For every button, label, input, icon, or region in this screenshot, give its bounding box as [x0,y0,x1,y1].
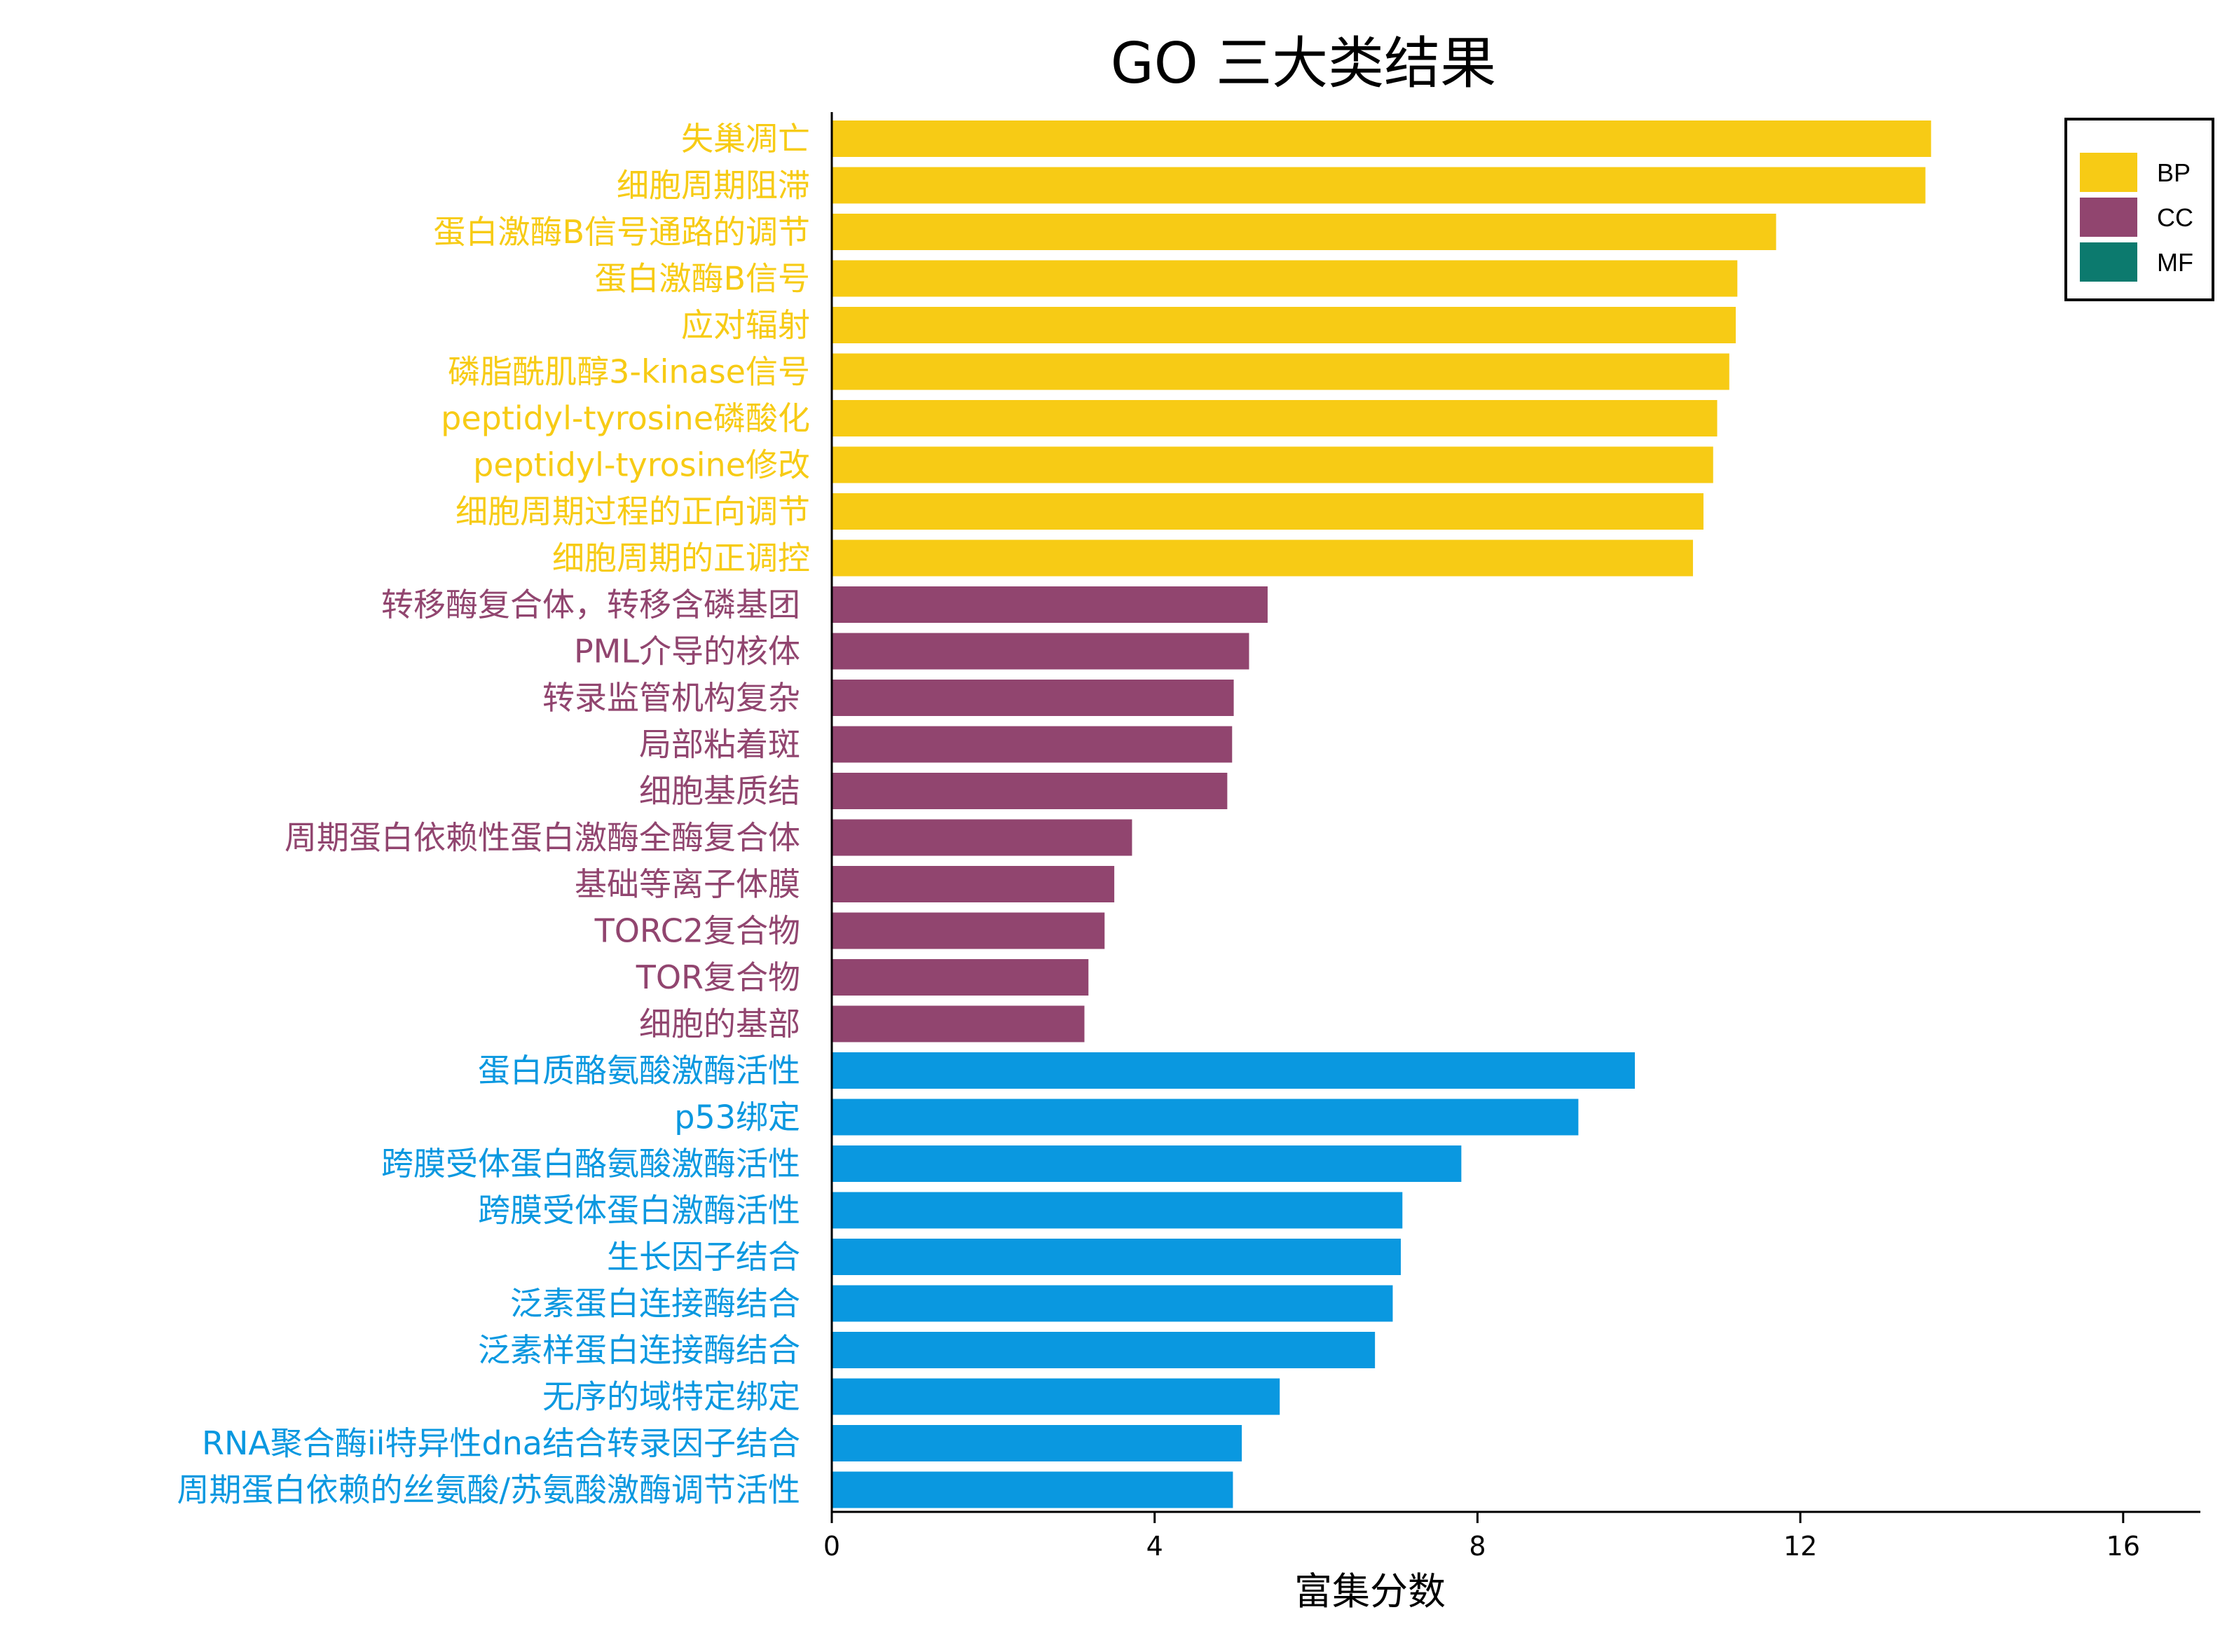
bar-mf [832,1425,1242,1461]
bar-bp [832,353,1729,390]
bar-bp [832,493,1704,530]
category-label: peptidyl-tyrosine修改 [473,446,810,484]
category-label: 周期蛋白依赖性蛋白激酶全酶复合体 [285,819,800,857]
bar-mf [832,1052,1636,1089]
category-label: peptidyl-tyrosine磷酸化 [441,399,810,437]
bar-cc [832,633,1249,670]
category-label: RNA聚合酶ii特异性dna结合转录因子结合 [202,1424,800,1462]
category-label: 局部粘着斑 [639,726,800,764]
bar-cc [832,586,1268,623]
x-tick-label: 8 [1469,1531,1486,1562]
bar-bp [832,307,1736,343]
bar-mf [832,1332,1376,1368]
category-label: 蛋白激酶B信号 [594,260,810,298]
bar-mf [832,1099,1579,1136]
bar-bp [832,400,1718,436]
bar-cc [832,819,1132,856]
bar-bp [832,167,1926,204]
bar-mf [832,1285,1393,1322]
legend: BP CC MF [2064,118,2214,301]
category-label: 应对辐射 [681,306,810,344]
bar-bp [832,121,1931,157]
bar-mf [832,1239,1401,1275]
category-label: p53绑定 [674,1099,800,1136]
bar-cc [832,773,1228,809]
category-label: 无序的域特定绑定 [542,1378,800,1416]
category-label: 细胞基质结 [639,772,800,810]
category-label: 细胞的基部 [639,1005,800,1043]
bar-bp [832,539,1693,577]
x-tick-label: 4 [1146,1531,1163,1562]
category-label: 蛋白激酶B信号通路的调节 [433,213,810,251]
category-label: 细胞周期过程的正向调节 [455,493,810,530]
category-label: TORC2复合物 [594,912,800,950]
category-label: 跨膜受体蛋白激酶活性 [478,1192,800,1230]
x-tick-label: 0 [823,1531,840,1562]
bar-mf [832,1378,1280,1415]
chart-title: GO 三大类结果 [1111,31,1496,96]
category-label: 磷脂酰肌醇3-kinase信号 [448,353,810,391]
bar-mf [832,1145,1462,1182]
category-label: 细胞周期阻滞 [617,167,810,205]
bar-mf [832,1471,1233,1508]
bar-bp [832,214,1776,250]
category-label: 泛素样蛋白连接酶结合 [478,1331,800,1369]
bar-cc [832,912,1105,949]
legend-label-mf: MF [2157,248,2193,277]
bar-cc [832,1005,1085,1042]
category-labels: 失巢凋亡细胞周期阻滞蛋白激酶B信号通路的调节蛋白激酶B信号应对辐射磷脂酰肌醇3-… [177,120,811,1509]
bar-mf [832,1192,1403,1229]
x-tick-label: 12 [1783,1531,1817,1562]
legend-swatch-bp [2080,153,2137,192]
bar-bp [832,446,1713,483]
bar-cc [832,866,1115,902]
x-tick-label: 16 [2106,1531,2140,1562]
bars-layer [832,121,1931,1508]
legend-label-bp: BP [2157,158,2191,187]
x-axis-title: 富集分数 [1294,1569,1446,1613]
category-label: 转移酶复合体，转移含磷基团 [381,586,800,624]
category-label: 转录监管机构复杂 [542,679,800,717]
bar-cc [832,959,1089,996]
category-label: 周期蛋白依赖的丝氨酸/苏氨酸激酶调节活性 [177,1471,801,1509]
legend-swatch-cc [2080,198,2137,237]
category-label: 蛋白质酪氨酸激酶活性 [478,1052,800,1089]
category-label: PML介导的核体 [574,633,800,670]
category-label: 基础等离子体膜 [575,865,800,903]
x-axis: 0 4 8 12 16 [823,112,2200,1562]
bar-cc [832,726,1233,763]
category-label: TOR复合物 [636,958,800,996]
legend-swatch-mf [2080,242,2137,282]
bar-bp [832,260,1738,297]
legend-label-cc: CC [2157,203,2193,232]
category-label: 泛素蛋白连接酶结合 [510,1285,800,1323]
bar-cc [832,680,1234,716]
category-label: 跨膜受体蛋白酪氨酸激酶活性 [381,1145,800,1183]
category-label: 生长因子结合 [607,1238,800,1276]
category-label: 失巢凋亡 [681,120,810,158]
category-label: 细胞周期的正调控 [552,539,810,577]
